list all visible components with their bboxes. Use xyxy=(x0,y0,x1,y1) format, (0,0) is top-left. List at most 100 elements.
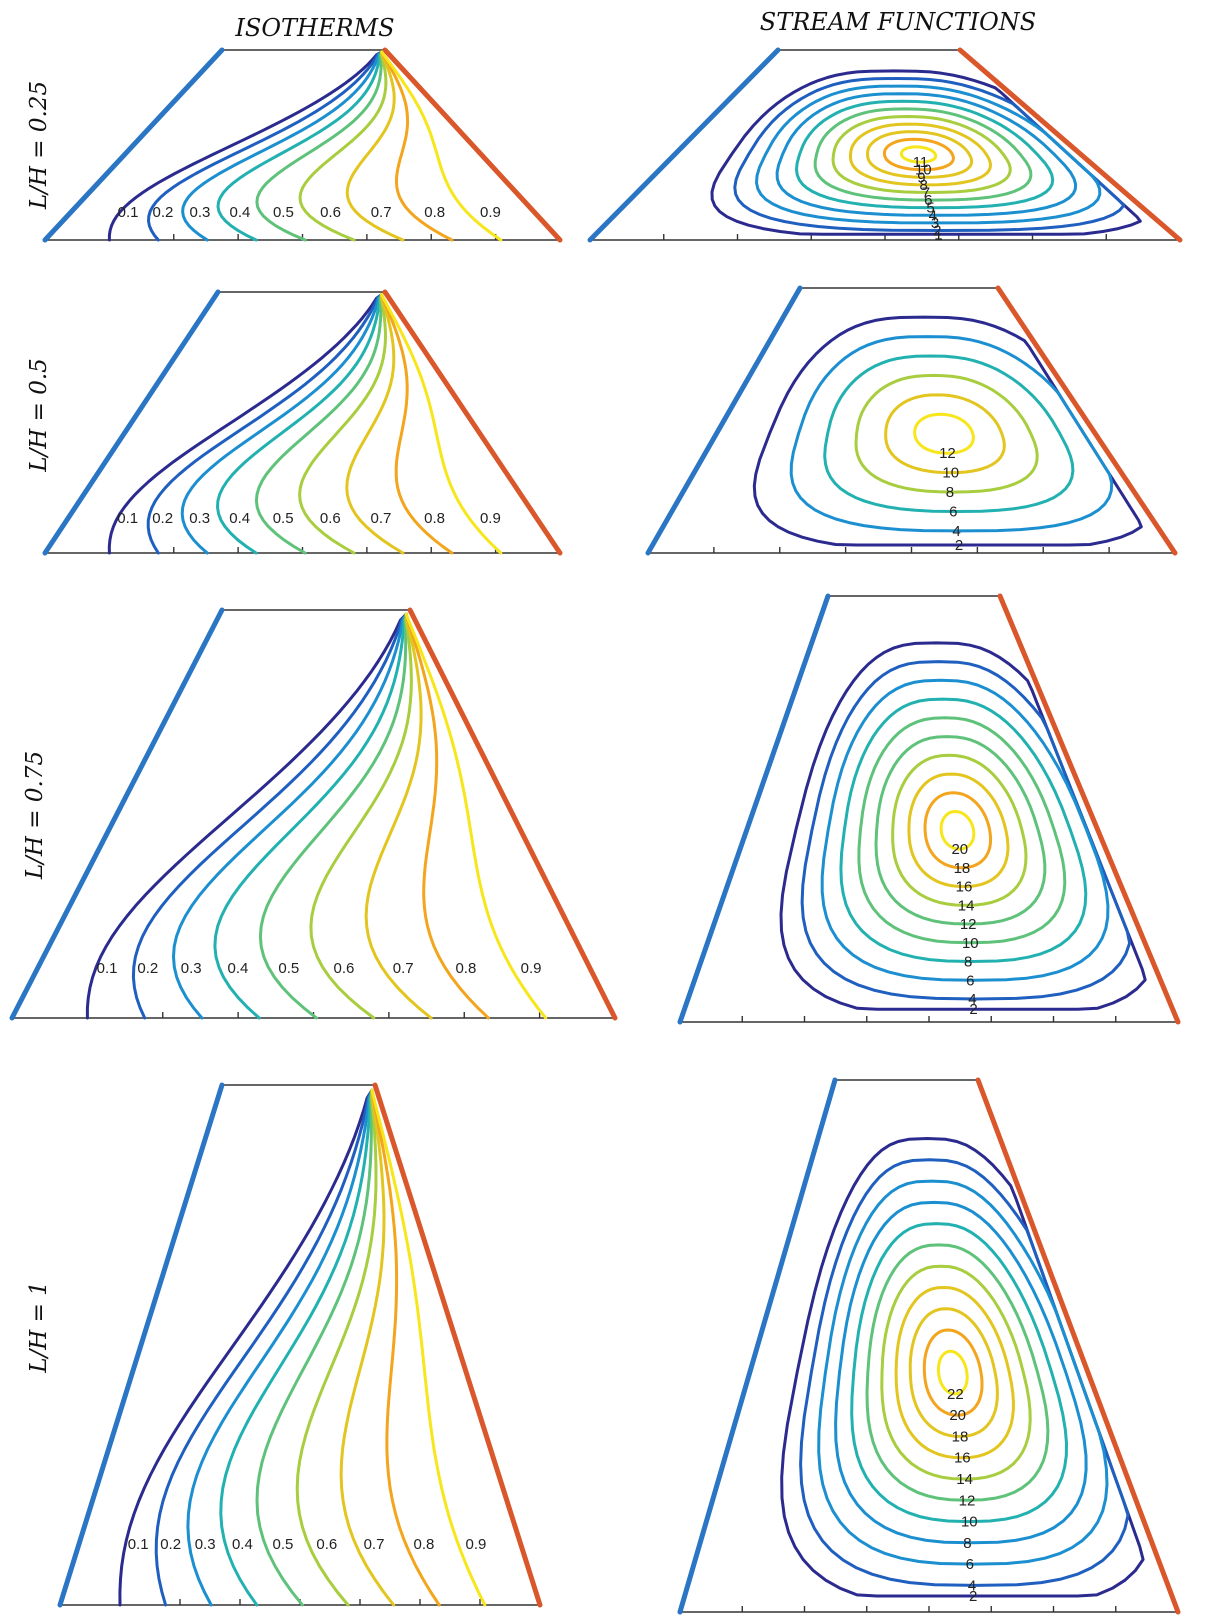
isotherms-column-title: ISOTHERMS xyxy=(234,14,394,42)
streamline-contour xyxy=(874,735,1047,926)
isotherm-contour xyxy=(131,612,408,1020)
isotherm-label: 0.7 xyxy=(371,204,392,221)
isotherm-contour xyxy=(216,293,384,555)
row-label-lh-1: L/H = 1 xyxy=(26,1281,52,1374)
streamline-contour xyxy=(922,1328,984,1417)
hot-wall xyxy=(995,285,1178,556)
stream-panel-2: 24 6 8 10 12 xyxy=(645,285,1178,556)
hot-wall xyxy=(407,607,618,1021)
streamline-label: 1 xyxy=(934,226,942,243)
isotherm-panel-4: 0.1 0.2 0.3 0.4 0.5 0.6 0.7 0.8 0.9 xyxy=(57,1082,543,1608)
isotherm-contour xyxy=(107,293,384,555)
streamline-label: 18 xyxy=(952,1428,969,1445)
streamline-label: 7 xyxy=(922,185,930,202)
cavity-outline xyxy=(58,1084,542,1606)
isotherm-contour xyxy=(370,1088,487,1607)
hot-wall xyxy=(382,47,563,243)
isotherm-contour xyxy=(380,50,503,242)
streamline-contour xyxy=(850,1222,1068,1524)
isotherm-label: 0.9 xyxy=(466,1536,487,1553)
isotherm-contour xyxy=(85,612,408,1020)
streamline-label: 2 xyxy=(969,1001,977,1018)
row-label-lh-025: L/H = 0.25 xyxy=(26,81,52,210)
isotherm-contour xyxy=(404,612,490,1020)
streamline-contour xyxy=(817,1179,1109,1566)
isotherm-label: 0.9 xyxy=(480,510,501,527)
streamline-label: 5 xyxy=(926,200,934,217)
streamline-label: 10 xyxy=(915,162,932,179)
streamline-label: 6 xyxy=(924,192,932,209)
isotherm-contour xyxy=(380,293,454,555)
hot-wall xyxy=(957,47,1183,243)
cold-wall xyxy=(9,607,225,1021)
streamline-label: 18 xyxy=(954,860,971,877)
isotherm-contour xyxy=(180,293,384,555)
isotherm-panel-3: 0.1 0.2 0.3 0.4 0.5 0.6 0.7 0.8 0.9 xyxy=(9,607,618,1021)
streamline-label: 14 xyxy=(956,1471,973,1488)
isotherm-label: 0.7 xyxy=(364,1536,385,1553)
streamline-label: 20 xyxy=(949,1407,966,1424)
isotherm-contour xyxy=(147,50,384,242)
streamline-contour xyxy=(839,697,1088,963)
streamline-contour xyxy=(907,772,1010,888)
streamline-contour xyxy=(865,1243,1050,1502)
row-label-lh-05: L/H = 0.5 xyxy=(26,358,52,473)
isotherm-label: 0.5 xyxy=(273,510,294,527)
isotherm-label: 0.4 xyxy=(232,1536,253,1553)
isotherm-contour xyxy=(255,50,384,242)
streamline-label: 6 xyxy=(966,972,974,989)
streamline-contour xyxy=(813,107,1033,202)
hot-wall xyxy=(372,1082,543,1608)
isotherm-label: 0.6 xyxy=(320,510,341,527)
streamline-label: 2 xyxy=(955,537,963,554)
isotherm-contour xyxy=(254,293,384,555)
streamline-label: 8 xyxy=(963,1535,971,1552)
streamline-contour xyxy=(823,354,1075,513)
isotherm-label: 0.2 xyxy=(152,510,173,527)
streamline-label: 12 xyxy=(960,916,977,933)
isotherm-label: 0.3 xyxy=(189,510,210,527)
streamline-label: 16 xyxy=(956,879,973,896)
streamline-label: 12 xyxy=(939,445,956,462)
cold-wall xyxy=(42,289,221,556)
streamline-contour xyxy=(820,678,1110,982)
streamline-label: 14 xyxy=(958,897,975,914)
streamline-contour xyxy=(882,137,955,172)
isotherm-label: 0.1 xyxy=(118,204,139,221)
isotherm-contour xyxy=(219,1088,374,1607)
streamline-label: 4 xyxy=(952,523,960,540)
streamline-label: 2 xyxy=(933,223,941,240)
isotherm-contour xyxy=(345,293,405,555)
streamline-contour xyxy=(854,373,1039,494)
isotherm-label: 0.3 xyxy=(190,204,211,221)
isotherm-contour xyxy=(298,293,387,555)
isotherm-label: 0.2 xyxy=(160,1536,181,1553)
streamline-contour xyxy=(936,1349,969,1396)
streamline-contour xyxy=(891,753,1028,907)
streamline-label: 6 xyxy=(966,1556,974,1573)
isotherm-label: 0.5 xyxy=(273,204,294,221)
cavity-outline xyxy=(10,609,617,1019)
streamline-contour xyxy=(733,77,1126,232)
hot-wall xyxy=(997,593,1181,1025)
streamline-contour xyxy=(780,1137,1145,1598)
stream-functions-column-title: STREAM FUNCTIONS xyxy=(760,8,1036,36)
streamline-label: 8 xyxy=(964,954,972,971)
isotherm-contour xyxy=(186,1088,374,1607)
row-label-lh-075: L/H = 0.75 xyxy=(22,751,48,880)
streamline-label: 4 xyxy=(968,991,976,1008)
hot-wall xyxy=(382,289,563,556)
isotherm-contour xyxy=(339,1088,396,1607)
isotherm-contour xyxy=(309,612,413,1020)
streamline-label: 6 xyxy=(949,503,957,520)
streamline-label: 10 xyxy=(961,1514,978,1531)
isotherm-label: 0.6 xyxy=(334,960,355,977)
isotherm-contour xyxy=(258,612,408,1020)
streamline-contour xyxy=(710,69,1142,236)
isotherm-contour xyxy=(216,50,384,242)
streamline-contour xyxy=(834,1200,1088,1545)
streamline-label: 2 xyxy=(969,1588,977,1605)
